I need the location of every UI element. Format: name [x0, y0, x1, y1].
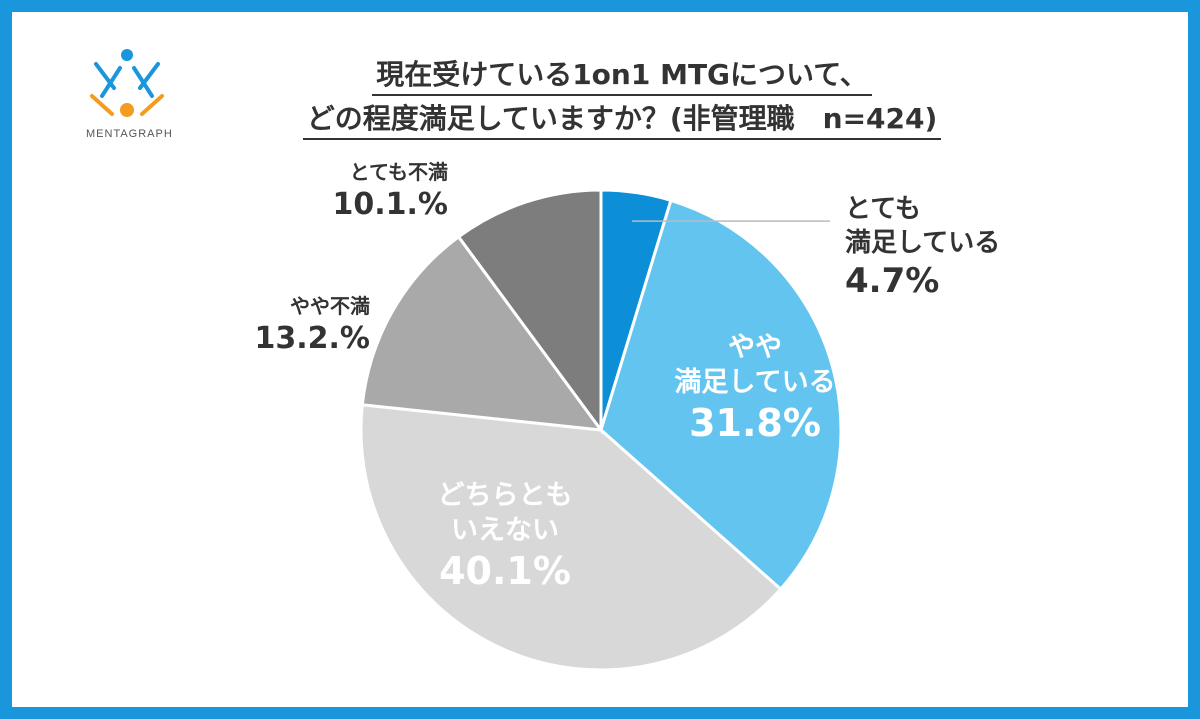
- slice-value-label: 13.2.%: [254, 321, 370, 356]
- slice-label: とても不満 10.1.%: [318, 158, 448, 224]
- slice-label: どちらともいえない 40.1%: [395, 478, 615, 594]
- slice-value-label: 4.7%: [845, 261, 940, 301]
- slice-category-label: 満足している: [845, 228, 1001, 258]
- logo-text: MENTAGRAPH: [86, 128, 173, 140]
- slice-category-label: やや不満: [290, 294, 370, 318]
- title-line-2: どの程度満足していますか？(非管理職 n=424): [302, 100, 942, 140]
- slice-category-label: とても: [845, 194, 921, 224]
- mentagraph-logo-icon: [90, 49, 164, 117]
- slice-value-label: 10.1.%: [332, 187, 448, 222]
- slice-label: とても満足している 4.7%: [845, 192, 1000, 302]
- slice-value-label: 31.8%: [689, 401, 821, 445]
- pie-slice: [456, 188, 603, 435]
- slice-label: やや不満 13.2.%: [250, 292, 370, 358]
- slice-label: やや満足している 31.8%: [645, 330, 865, 446]
- title-line-1: 現在受けている1on1 MTGについて、: [372, 56, 872, 96]
- slice-category-label: やや: [728, 332, 782, 363]
- slice-category-label: いえない: [451, 515, 559, 546]
- pie-slice: [360, 234, 605, 432]
- slice-category-label: 満足している: [674, 367, 836, 398]
- pie-slice: [359, 403, 783, 672]
- slice-value-label: 40.1%: [439, 549, 571, 593]
- slice-category-label: どちらとも: [437, 480, 573, 511]
- chart-title: 現在受けている1on1 MTGについて、 どの程度満足していますか？(非管理職 …: [242, 56, 1002, 144]
- slice-category-label: とても不満: [349, 160, 448, 184]
- pie-slice: [599, 198, 843, 592]
